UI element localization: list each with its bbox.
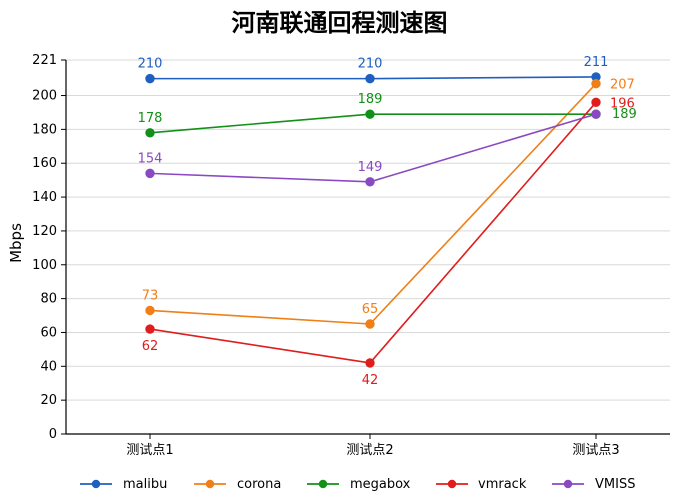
data-point-vmiss bbox=[365, 177, 375, 187]
data-label-malibu: 210 bbox=[358, 57, 383, 72]
y-tick-label: 180 bbox=[32, 122, 57, 137]
plot-series bbox=[145, 72, 601, 368]
data-point-vmrack bbox=[365, 358, 375, 368]
legend-item-vmrack: vmrack bbox=[436, 477, 527, 492]
data-label-vmrack: 196 bbox=[610, 96, 635, 111]
y-tick-label: 200 bbox=[32, 89, 57, 104]
series-line-corona bbox=[149, 82, 597, 325]
legend-marker bbox=[447, 479, 457, 489]
legend: malibu corona megabox vmrack VMISS bbox=[80, 477, 635, 492]
legend-label: corona bbox=[237, 477, 281, 492]
data-point-malibu bbox=[365, 73, 375, 84]
data-label-malibu: 210 bbox=[138, 57, 163, 72]
legend-item-corona: corona bbox=[194, 477, 281, 492]
data-point-vmiss bbox=[591, 109, 601, 119]
y-tick-label: 120 bbox=[32, 224, 57, 239]
data-point-corona bbox=[365, 319, 375, 329]
data-point-corona bbox=[591, 78, 601, 89]
data-point-megabox bbox=[145, 128, 155, 138]
x-tick-label: 测试点1 bbox=[126, 443, 173, 458]
data-label-vmiss: 149 bbox=[358, 160, 383, 175]
y-tick-label: 160 bbox=[32, 156, 57, 171]
legend-label: megabox bbox=[350, 477, 411, 492]
plot-labels: 210 210 211 73 65 207 178 189 189 62 42 196 154 149 bbox=[138, 55, 637, 388]
legend-marker bbox=[205, 479, 215, 489]
data-label-corona: 207 bbox=[610, 78, 635, 93]
legend-item-vmiss: VMISS bbox=[552, 477, 635, 492]
data-label-megabox: 178 bbox=[138, 111, 163, 126]
x-tick-label: 测试点2 bbox=[346, 443, 393, 458]
legend-item-malibu: malibu bbox=[80, 477, 167, 492]
data-point-vmrack bbox=[145, 324, 155, 334]
data-label-corona: 65 bbox=[362, 302, 379, 317]
data-point-corona bbox=[145, 305, 155, 316]
y-tick-label: 100 bbox=[32, 258, 57, 273]
data-point-megabox bbox=[365, 109, 375, 119]
data-label-megabox: 189 bbox=[612, 107, 637, 122]
legend-label: vmrack bbox=[478, 477, 527, 492]
data-label-vmiss: 154 bbox=[138, 151, 163, 166]
y-tick-label: 221 bbox=[32, 53, 57, 68]
chart-title: 河南联通回程测速图 bbox=[232, 9, 448, 37]
data-label-corona: 73 bbox=[142, 288, 159, 303]
data-label-megabox: 189 bbox=[358, 92, 383, 107]
y-tick-label: 0 bbox=[49, 427, 57, 442]
plot-grid bbox=[66, 59, 670, 435]
y-tick-label: 80 bbox=[40, 292, 57, 307]
data-label-vmrack: 42 bbox=[362, 373, 379, 388]
legend-marker bbox=[563, 479, 573, 489]
legend-marker bbox=[91, 479, 101, 489]
data-label-vmrack: 62 bbox=[142, 339, 159, 354]
legend-marker bbox=[318, 479, 328, 489]
data-point-vmiss bbox=[145, 168, 155, 179]
legend-item-megabox: megabox bbox=[307, 477, 411, 492]
legend-label: VMISS bbox=[595, 477, 635, 492]
data-label-malibu: 211 bbox=[584, 55, 609, 70]
data-point-vmrack bbox=[591, 97, 601, 108]
data-point-malibu bbox=[145, 73, 155, 84]
y-tick-label: 140 bbox=[32, 190, 57, 205]
x-tick-label: 测试点3 bbox=[572, 443, 619, 458]
y-tick-label: 40 bbox=[40, 359, 57, 374]
y-tick-label: 60 bbox=[40, 325, 57, 340]
legend-label: malibu bbox=[123, 477, 167, 492]
y-axis-label: Mbps bbox=[7, 223, 25, 263]
plot-axes: 0 20 40 60 80 100 120 140 160 180 200 221 测试点1 测试点2 测试… bbox=[32, 53, 670, 458]
y-tick-label: 20 bbox=[40, 393, 57, 408]
